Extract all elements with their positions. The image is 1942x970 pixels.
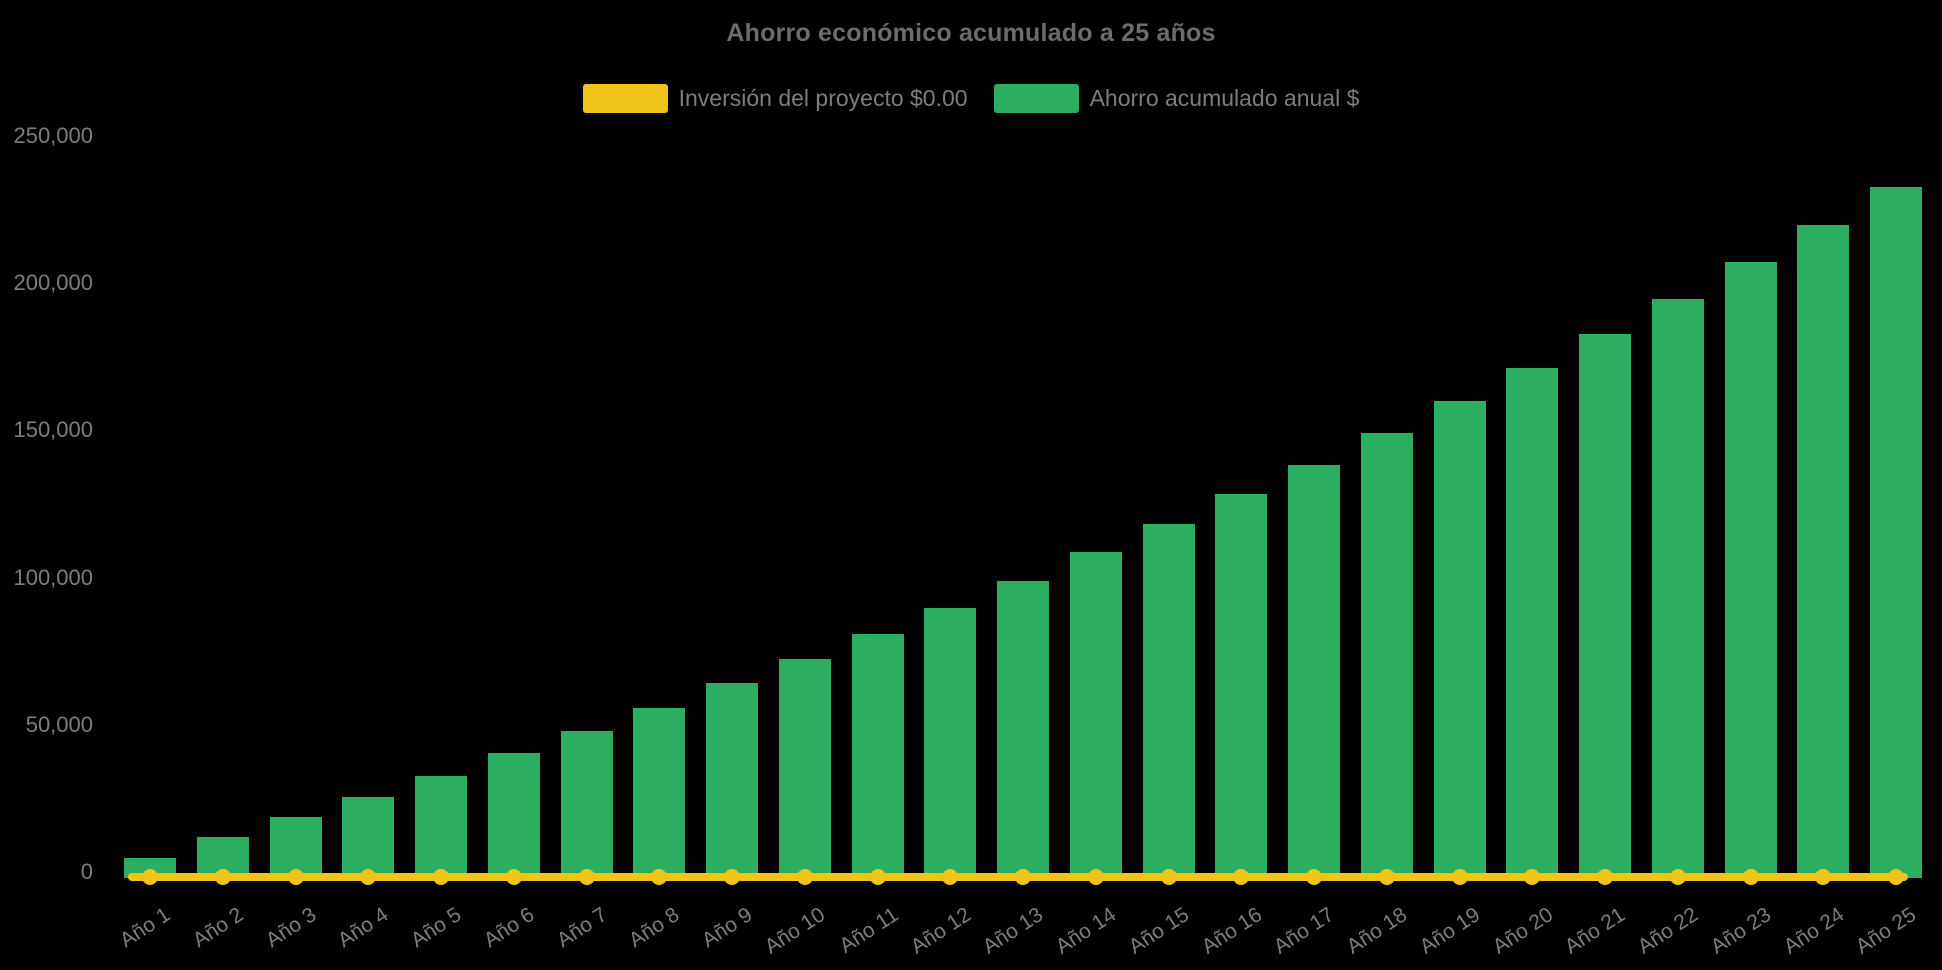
- investment-point-año-18: [1378, 869, 1395, 885]
- investment-point-año-25: [1888, 869, 1904, 885]
- legend-swatch-inversion: [582, 84, 668, 113]
- x-axis-label-año-6: Año 6: [479, 903, 539, 953]
- investment-point-año-8: [651, 869, 668, 885]
- bar-año-11: [851, 634, 904, 878]
- investment-point-año-7: [578, 869, 595, 885]
- investment-point-año-6: [505, 869, 522, 885]
- investment-point-año-20: [1524, 869, 1541, 885]
- bar-año-10: [778, 659, 831, 878]
- bar-año-23: [1724, 262, 1777, 878]
- legend: Inversión del proyecto $0.00 Ahorro acum…: [0, 84, 1942, 113]
- x-axis-label-año-21: Año 21: [1561, 903, 1630, 959]
- legend-label-ahorro: Ahorro acumulado anual $: [1089, 85, 1360, 111]
- bar-año-5: [415, 776, 467, 878]
- x-axis-label-año-20: Año 20: [1488, 903, 1557, 959]
- investment-point-año-16: [1233, 869, 1250, 885]
- legend-label-inversion: Inversión del proyecto $0.00: [678, 85, 968, 111]
- x-axis-label-año-16: Año 16: [1197, 903, 1266, 959]
- x-axis-label-año-11: Año 11: [834, 903, 903, 958]
- legend-item-ahorro[interactable]: Ahorro acumulado anual $: [993, 84, 1360, 113]
- investment-point-año-2: [214, 869, 231, 885]
- x-axis-label-año-5: Año 5: [406, 903, 466, 953]
- bar-año-25: [1870, 186, 1922, 878]
- legend-item-inversion[interactable]: Inversión del proyecto $0.00: [582, 84, 968, 113]
- bar-año-17: [1288, 464, 1340, 878]
- investment-point-año-10: [796, 869, 813, 885]
- y-axis-tick-label: 200,000: [13, 270, 93, 296]
- x-axis-label-año-9: Año 9: [697, 903, 757, 953]
- y-axis-tick-label: 100,000: [13, 564, 93, 590]
- y-axis-tick-label: 0: [80, 859, 93, 884]
- bar-año-9: [706, 682, 758, 878]
- bar-año-12: [924, 607, 977, 878]
- investment-point-año-11: [869, 869, 886, 885]
- bar-año-7: [560, 730, 613, 878]
- investment-point-año-9: [724, 869, 740, 885]
- x-axis-label-año-19: Año 19: [1415, 903, 1485, 959]
- x-axis-label-año-4: Año 4: [334, 903, 393, 953]
- bar-año-4: [342, 796, 395, 878]
- investment-point-año-3: [287, 869, 304, 885]
- x-axis-label-año-17: Año 17: [1270, 903, 1339, 959]
- x-axis-label-año-23: Año 23: [1706, 903, 1776, 959]
- investment-point-año-19: [1451, 869, 1468, 885]
- x-axis-label-año-15: Año 15: [1124, 903, 1194, 959]
- bar-año-13: [997, 580, 1049, 878]
- bar-año-24: [1797, 224, 1850, 878]
- x-axis-label-año-25: Año 25: [1852, 903, 1921, 959]
- chart-title: Ahorro económico acumulado a 25 años: [726, 19, 1216, 47]
- investment-point-año-15: [1160, 869, 1177, 885]
- x-axis-label-año-22: Año 22: [1633, 903, 1703, 959]
- bar-año-8: [633, 707, 686, 878]
- x-axis-label-año-14: Año 14: [1051, 903, 1121, 959]
- investment-point-año-1: [142, 869, 158, 885]
- bar-año-21: [1579, 334, 1631, 878]
- x-axis-label-año-24: Año 24: [1779, 903, 1848, 959]
- y-axis-tick-label: 50,000: [25, 711, 93, 737]
- investment-point-año-24: [1815, 869, 1832, 885]
- bar-año-20: [1506, 367, 1559, 878]
- x-axis-label-año-7: Año 7: [552, 903, 612, 953]
- x-axis-label-año-1: Año 1: [115, 903, 175, 953]
- investment-point-año-17: [1306, 869, 1322, 885]
- bar-año-1: [124, 857, 176, 878]
- investment-point-año-4: [360, 869, 377, 885]
- x-axis-label-año-8: Año 8: [625, 903, 684, 953]
- investment-point-año-13: [1015, 869, 1031, 885]
- bar-año-3: [269, 817, 322, 878]
- x-axis-label-año-2: Año 2: [188, 903, 248, 953]
- investment-point-año-23: [1742, 869, 1759, 885]
- investment-point-año-14: [1087, 869, 1104, 885]
- investment-point-año-5: [433, 869, 449, 885]
- bar-año-15: [1142, 523, 1195, 878]
- investment-point-año-12: [942, 869, 959, 885]
- x-axis-label-año-3: Año 3: [261, 903, 321, 953]
- investment-point-año-21: [1597, 869, 1613, 885]
- investment-point-año-22: [1669, 869, 1686, 885]
- x-axis-label-año-12: Año 12: [906, 903, 975, 959]
- y-axis-tick-label: 150,000: [13, 417, 93, 443]
- y-axis-tick-label: 250,000: [13, 123, 93, 148]
- bar-año-16: [1215, 493, 1268, 878]
- bar-año-6: [487, 752, 540, 878]
- bar-año-14: [1069, 551, 1122, 878]
- x-axis-label-año-18: Año 18: [1342, 903, 1412, 959]
- x-axis-label-año-10: Año 10: [760, 903, 830, 959]
- legend-swatch-ahorro: [993, 84, 1079, 113]
- x-axis-label-año-13: Año 13: [979, 903, 1048, 959]
- bar-año-18: [1360, 433, 1413, 878]
- bar-año-22: [1651, 299, 1704, 878]
- bar-año-19: [1433, 400, 1486, 878]
